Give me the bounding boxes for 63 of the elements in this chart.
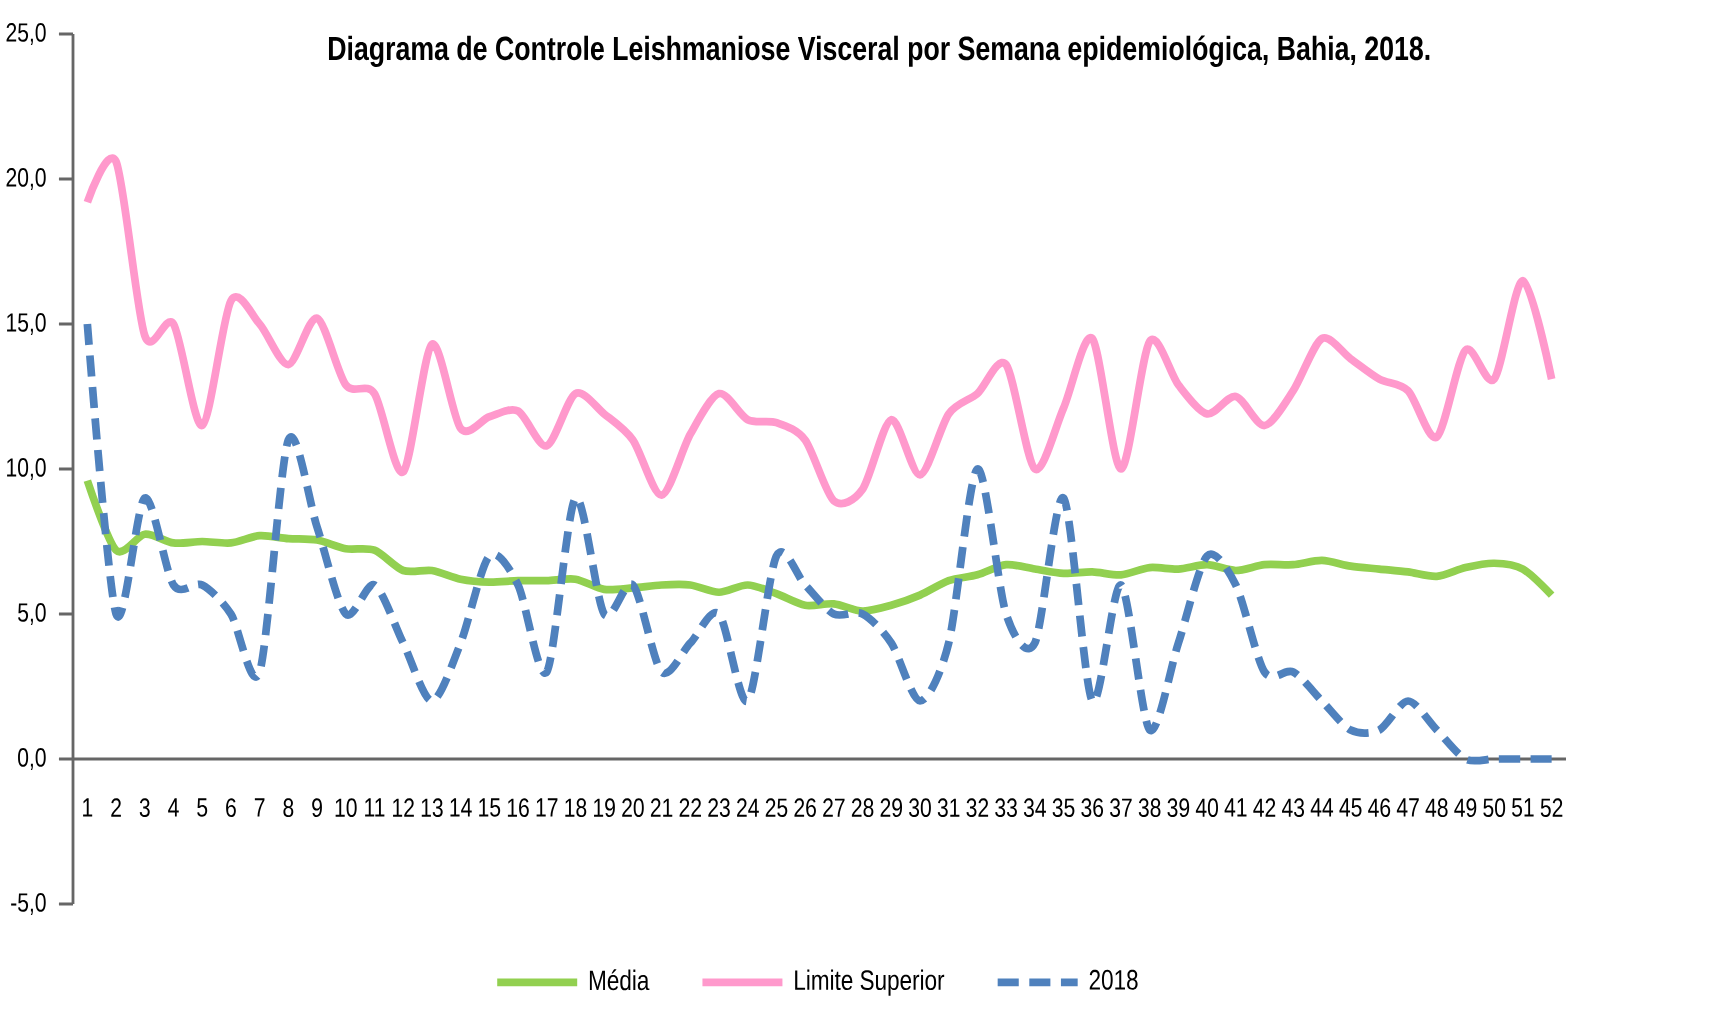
x-tick-label: 35 [1052, 798, 1075, 818]
x-tick-label: 49 [1454, 798, 1477, 818]
x-tick-label: 16 [507, 798, 529, 818]
x-tick-label: 2 [111, 798, 121, 817]
x-tick-label: 5 [197, 798, 208, 817]
x-tick-label: 15 [479, 798, 501, 817]
x-tick-label: 11 [365, 798, 385, 817]
x-tick-label: 32 [966, 798, 989, 818]
x-tick-label: 46 [1368, 798, 1391, 818]
y-tick-label: -5,0 [11, 893, 46, 915]
x-tick-label: 3 [139, 798, 150, 818]
x-tick-label: 45 [1339, 798, 1362, 817]
x-tick-label: 41 [1224, 798, 1247, 817]
x-tick-label: 21 [650, 798, 673, 817]
x-tick-label: 18 [565, 798, 587, 818]
x-tick-label: 7 [254, 798, 265, 817]
x-tick-label: 26 [794, 798, 816, 818]
x-tick-label: 39 [1167, 798, 1190, 818]
x-tick-label: 8 [283, 798, 294, 818]
x-tick-label: 33 [995, 798, 1017, 818]
x-tick-label: 14 [450, 798, 472, 817]
legend-label: 2018 [1089, 969, 1138, 990]
x-tick-label: 19 [594, 798, 615, 818]
legend-label: Limite Superior [795, 969, 945, 996]
x-tick-label: 44 [1310, 798, 1334, 817]
x-tick-label: 34 [1023, 798, 1046, 818]
x-tick-label: 4 [168, 798, 179, 817]
x-tick-label: 40 [1195, 798, 1219, 818]
y-tick-label: 20,0 [6, 168, 46, 190]
x-tick-label: 38 [1138, 798, 1161, 818]
x-tick-label: 12 [393, 798, 414, 817]
x-tick-label: 31 [937, 798, 960, 818]
chart-title: Diagrama de Controle Leishmaniose Visceral por Semana epidemiológica, Bahia, 2018. [328, 35, 1430, 67]
x-tick-label: 42 [1253, 798, 1276, 817]
x-tick-label: 51 [1512, 798, 1534, 817]
x-tick-label: 20 [622, 798, 644, 818]
x-tick-label: 47 [1396, 798, 1419, 817]
x-tick-label: 22 [679, 798, 701, 817]
x-tick-label: 28 [851, 798, 874, 818]
x-tick-label: 9 [312, 798, 322, 818]
x-tick-label: 10 [335, 798, 357, 818]
y-tick-label: 15,0 [7, 313, 46, 335]
x-tick-label: 29 [880, 798, 903, 818]
x-tick-label: 50 [1483, 798, 1506, 818]
y-tick-label: 10,0 [7, 458, 46, 480]
x-tick-label: 1 [83, 798, 93, 817]
x-tick-label: 27 [823, 798, 845, 817]
legend-label: Média [589, 969, 650, 991]
y-tick-label: 25,0 [6, 23, 46, 45]
x-tick-label: 52 [1540, 798, 1563, 818]
x-tick-label: 48 [1425, 798, 1448, 818]
x-tick-label: 13 [421, 798, 443, 818]
x-tick-label: 17 [536, 798, 558, 817]
x-tick-label: 6 [226, 798, 236, 818]
x-tick-label: 25 [765, 798, 788, 818]
x-tick-label: 43 [1282, 798, 1305, 818]
x-tick-label: 30 [909, 798, 931, 818]
x-tick-label: 24 [737, 798, 759, 817]
y-tick-label: 5,0 [18, 603, 46, 625]
x-tick-label: 37 [1110, 798, 1132, 818]
y-tick-label: 0,0 [18, 748, 46, 770]
x-tick-label: 23 [708, 798, 730, 818]
x-tick-label: 36 [1081, 798, 1104, 818]
